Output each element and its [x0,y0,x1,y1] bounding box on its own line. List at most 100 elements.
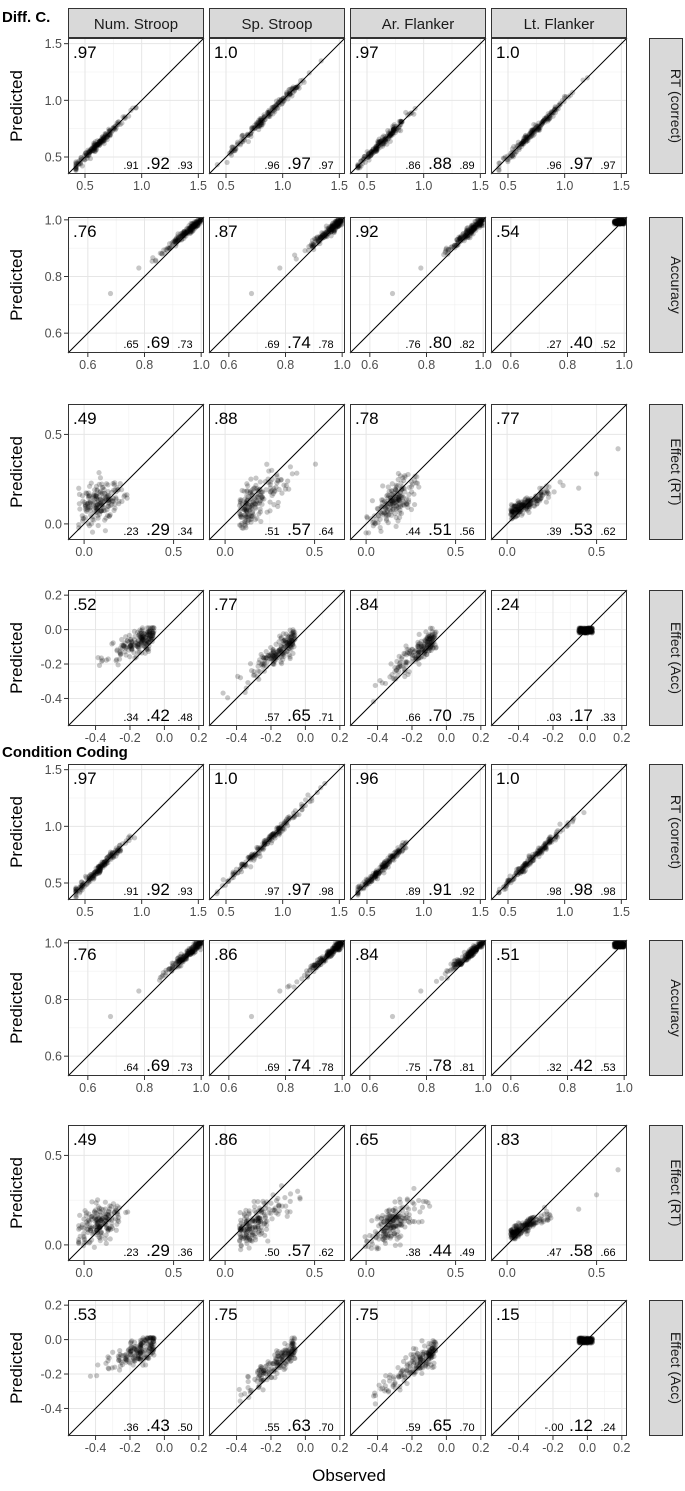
data-point [96,511,103,517]
data-point [96,139,103,145]
data-point [94,142,100,148]
data-point [101,137,107,143]
data-point [471,946,477,952]
data-point [526,509,532,516]
data-point [102,137,108,144]
data-point [279,100,286,106]
r2-label: .77 [214,595,238,614]
data-point [103,657,109,663]
data-point [91,144,97,150]
data-point [327,949,333,955]
data-point [94,142,100,148]
data-point [133,105,139,111]
ci-mid-label: .91 [428,880,452,899]
data-point [296,85,302,91]
x-tick-label: 0.0 [579,731,596,745]
data-point [104,133,110,139]
x-tick-label: 1.0 [556,905,573,919]
data-point [73,159,79,165]
data-point [406,491,412,498]
x-tick-label: 0.5 [499,179,516,193]
data-point [85,495,92,501]
x-tick-label: -0.4 [367,731,389,745]
x-tick-label: 0.5 [217,179,234,193]
data-point [258,120,264,126]
r2-label: .97 [73,769,97,788]
data-point [85,149,92,155]
r2-label: .97 [73,43,97,62]
data-point [107,129,113,135]
x-tick-label: 1.0 [415,905,432,919]
data-point [150,255,156,261]
data-point [458,238,464,244]
data-point [284,89,290,96]
data-point [285,96,291,102]
data-point [89,147,95,154]
data-point [277,99,283,105]
ci-mid-label: .97 [287,880,311,899]
data-point [261,115,267,121]
data-point [98,137,104,143]
data-point [530,857,536,863]
data-point [287,90,293,96]
data-point [114,120,120,126]
data-point [293,256,299,262]
data-point [98,140,104,146]
data-point [79,163,85,169]
data-point [87,148,93,154]
data-point [128,107,134,113]
data-point [107,496,113,502]
data-point [390,126,397,132]
data-point [284,91,290,97]
data-point [274,473,280,480]
ci-upper-label: .82 [459,339,474,351]
data-point [380,143,386,149]
data-point [122,492,128,498]
ci-mid-label: .92 [146,154,170,173]
data-point [377,139,384,145]
ci-lower-label: .66 [405,712,420,724]
data-point [226,877,232,883]
data-point [230,148,236,154]
data-point [381,137,387,143]
data-point [92,141,98,147]
data-point [256,126,262,133]
data-point [312,461,319,467]
ci-lower-label: .34 [123,712,138,724]
data-point [314,789,320,796]
data-point [109,128,116,134]
x-tick-label: 0.2 [331,731,348,745]
data-point [294,83,301,89]
data-point [90,147,96,153]
ci-upper-label: .64 [318,526,333,538]
data-point [110,125,116,131]
data-point [290,89,296,95]
ci-lower-label: .69 [264,339,279,351]
data-point [576,485,582,491]
ci-mid-label: .51 [428,520,452,539]
data-point [136,265,142,271]
data-point [294,470,300,476]
data-point [124,638,130,644]
data-point [257,117,263,123]
data-point [295,84,301,90]
data-point [95,141,101,147]
data-point [98,491,104,497]
data-point [262,114,268,120]
data-point [615,943,621,949]
data-point [373,147,379,153]
x-tick-label: 1.0 [474,358,491,372]
data-point [100,134,106,140]
data-point [395,477,401,483]
data-point [85,153,91,159]
data-point [261,113,267,120]
data-point [314,957,321,963]
data-point [380,138,386,144]
data-point [105,131,111,138]
data-point [98,139,104,145]
data-point [256,117,262,123]
data-point [269,476,275,482]
ci-upper-label: .92 [459,886,474,898]
data-point [226,150,233,156]
data-point [86,150,92,156]
